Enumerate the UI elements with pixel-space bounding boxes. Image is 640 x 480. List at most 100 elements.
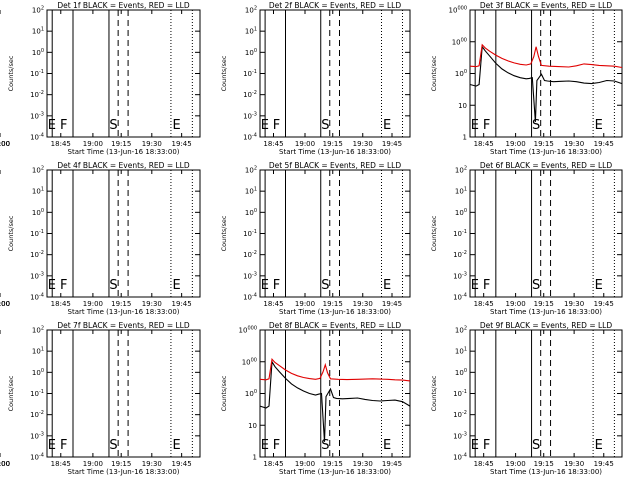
y-tick-label: 10-3 bbox=[453, 271, 467, 280]
y-axis-label: Counts/sec bbox=[430, 55, 438, 91]
x-tick-label: 19:45 bbox=[594, 460, 614, 468]
y-axis-label: Counts/sec bbox=[7, 215, 15, 251]
x-axis-label: Start Time (13-Jun-16 18:33:00) bbox=[490, 148, 602, 156]
y-tick-label: 100 bbox=[455, 368, 467, 377]
y-axis-label: Counts/sec bbox=[430, 375, 438, 411]
y-tick-label: 100 bbox=[32, 208, 44, 217]
event-letter: E bbox=[48, 438, 56, 453]
panel-title: Det 7f BLACK = Events, RED = LLD bbox=[57, 321, 190, 330]
y-axis-label: Counts/sec bbox=[220, 55, 228, 91]
y-tick-label: 10-1 bbox=[453, 389, 467, 398]
event-letter: E bbox=[172, 118, 180, 133]
y-tick-label: 101 bbox=[32, 27, 44, 36]
x-tick-label: 19:30 bbox=[142, 140, 162, 148]
event-letter: E bbox=[172, 278, 180, 293]
event-letter: E bbox=[595, 278, 603, 293]
x-tick-label: 20:00 bbox=[0, 140, 10, 148]
y-tick-label: 10-4 bbox=[243, 293, 257, 302]
series-lld bbox=[259, 357, 411, 382]
panel-title: Det 6f BLACK = Events, RED = LLD bbox=[480, 161, 613, 170]
event-letter: F bbox=[483, 118, 490, 133]
x-axis-label: Start Time (13-Jun-16 18:33:00) bbox=[490, 468, 602, 476]
y-tick-label: 102 bbox=[32, 166, 44, 175]
series-events bbox=[469, 45, 623, 122]
y-tick-label: 100 bbox=[455, 208, 467, 217]
x-tick-label: 19:00 bbox=[506, 460, 526, 468]
event-letter: E bbox=[48, 118, 56, 133]
x-tick-label: 19:30 bbox=[142, 300, 162, 308]
y-tick-label: 101 bbox=[245, 27, 257, 36]
y-tick-label: 10-1 bbox=[243, 229, 257, 238]
y-tick-label: 10-1 bbox=[453, 229, 467, 238]
y-tick-label: 10-2 bbox=[453, 410, 467, 419]
event-letter: S bbox=[532, 118, 540, 133]
x-tick-label: 18:45 bbox=[263, 460, 283, 468]
x-tick-label: 20:00 bbox=[0, 300, 10, 308]
det-panel-6: Det 6f BLACK = Events, RED = LLD Counts/s… bbox=[0, 161, 623, 316]
x-tick-label: 19:00 bbox=[295, 300, 315, 308]
event-letter: E bbox=[595, 118, 603, 133]
y-tick-label: 10000 bbox=[449, 6, 467, 15]
x-tick-label: 19:45 bbox=[594, 140, 614, 148]
y-tick-label: 10-4 bbox=[453, 453, 467, 462]
y-tick-label: 10000 bbox=[239, 326, 257, 335]
event-letter: F bbox=[60, 438, 67, 453]
panel-title: Det 4f BLACK = Events, RED = LLD bbox=[57, 161, 190, 170]
x-tick-label: 20:00 bbox=[0, 460, 10, 468]
y-tick-label: 10-3 bbox=[243, 111, 257, 120]
x-tick-label: 18:45 bbox=[51, 300, 71, 308]
x-tick-label: 19:45 bbox=[172, 460, 192, 468]
y-tick-label: 102 bbox=[245, 166, 257, 175]
x-tick-label: 18:45 bbox=[474, 460, 494, 468]
y-tick-label: 102 bbox=[245, 6, 257, 15]
x-tick-label: 19:15 bbox=[534, 460, 554, 468]
y-tick-label: 10 bbox=[458, 102, 467, 110]
x-tick-label: 18:45 bbox=[474, 140, 494, 148]
y-tick-label: 100 bbox=[245, 208, 257, 217]
y-tick-label: 10-1 bbox=[243, 69, 257, 78]
event-letter: E bbox=[172, 438, 180, 453]
x-axis-label: Start Time (13-Jun-16 18:33:00) bbox=[68, 468, 180, 476]
det-panel-4: Det 4f BLACK = Events, RED = LLD Counts/s… bbox=[0, 161, 201, 316]
x-tick-label: 20:00 bbox=[0, 300, 10, 308]
series-lld bbox=[469, 43, 623, 69]
x-tick-label: 19:00 bbox=[83, 140, 103, 148]
panel-title: Det 9f BLACK = Events, RED = LLD bbox=[480, 321, 613, 330]
event-letter: S bbox=[109, 118, 117, 133]
y-tick-label: 10-2 bbox=[453, 250, 467, 259]
y-tick-label: 102 bbox=[455, 326, 467, 335]
x-tick-label: 19:00 bbox=[295, 460, 315, 468]
y-axis-label: Counts/sec bbox=[220, 375, 228, 411]
event-letter: E bbox=[383, 438, 391, 453]
event-letter: E bbox=[471, 278, 479, 293]
x-tick-label: 19:00 bbox=[83, 300, 103, 308]
x-tick-label: 19:15 bbox=[534, 140, 554, 148]
x-tick-label: 19:00 bbox=[83, 460, 103, 468]
y-tick-label: 10-2 bbox=[243, 250, 257, 259]
x-tick-label: 20:00 bbox=[0, 460, 10, 468]
y-tick-label: 10-3 bbox=[30, 271, 44, 280]
event-letter: S bbox=[321, 438, 329, 453]
y-tick-label: 10-2 bbox=[30, 250, 44, 259]
x-tick-label: 19:15 bbox=[111, 140, 131, 148]
x-tick-label: 19:00 bbox=[506, 140, 526, 148]
event-letter: F bbox=[273, 278, 280, 293]
y-tick-label: 10-1 bbox=[30, 389, 44, 398]
x-tick-label: 20:00 bbox=[0, 140, 10, 148]
y-axis-label: Counts/sec bbox=[430, 215, 438, 251]
x-tick-label: 19:30 bbox=[564, 460, 584, 468]
y-tick-label: 10-4 bbox=[453, 293, 467, 302]
panel-title: Det 5f BLACK = Events, RED = LLD bbox=[269, 161, 402, 170]
x-tick-label: 19:00 bbox=[295, 140, 315, 148]
x-tick-label: 20:00 bbox=[0, 460, 10, 468]
x-tick-label: 20:00 bbox=[0, 300, 10, 308]
event-letter: F bbox=[483, 438, 490, 453]
y-tick-label: 10-4 bbox=[243, 133, 257, 142]
y-tick-label: 102 bbox=[32, 6, 44, 15]
x-axis-label: Start Time (13-Jun-16 18:33:00) bbox=[279, 468, 391, 476]
det-panel-9: Det 9f BLACK = Events, RED = LLD Counts/s… bbox=[0, 321, 623, 476]
x-tick-label: 18:45 bbox=[474, 300, 494, 308]
event-letter: F bbox=[60, 118, 67, 133]
y-tick-label: 10-1 bbox=[30, 69, 44, 78]
